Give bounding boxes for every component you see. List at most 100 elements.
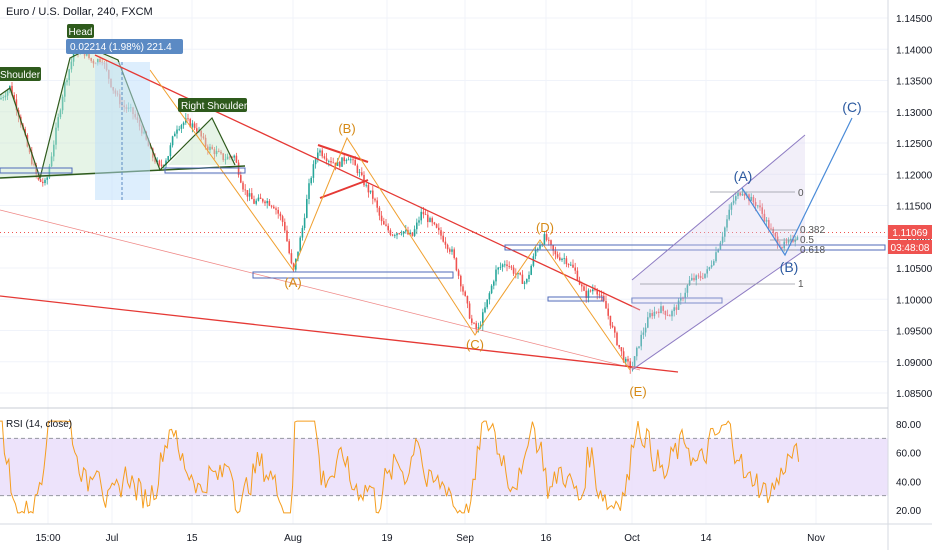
candle-body <box>521 274 524 284</box>
candle-body <box>770 228 772 230</box>
candle-body <box>226 156 229 160</box>
candle-body <box>411 232 414 236</box>
candle-body <box>471 318 473 323</box>
candle-body <box>574 267 576 271</box>
candle-body <box>270 205 273 207</box>
candle-body <box>237 162 240 176</box>
candle-body <box>288 241 290 254</box>
candle-body <box>409 232 411 235</box>
candle-body <box>488 293 491 300</box>
candle-body <box>510 266 513 268</box>
rsi-tick-label: 20.00 <box>896 506 921 517</box>
candle-body <box>429 218 431 223</box>
candle-body <box>453 249 455 258</box>
candle-body <box>468 303 471 319</box>
channel-lower <box>631 249 806 371</box>
candle-body <box>317 152 319 160</box>
candle-body <box>86 52 88 56</box>
candle-body <box>55 127 57 145</box>
candle-body <box>277 209 279 214</box>
candle-body <box>264 201 266 204</box>
candle-body <box>273 206 275 209</box>
wave-label-B-orange: (B) <box>338 121 355 136</box>
candle-body <box>543 234 546 245</box>
candle-body <box>686 285 689 293</box>
candle-body <box>691 277 693 281</box>
candle-body <box>325 158 328 162</box>
candle-body <box>616 332 618 345</box>
candle-body <box>0 98 2 100</box>
candle-body <box>732 200 735 204</box>
rsi-title: RSI (14, close) <box>6 419 72 430</box>
support-box-5 <box>0 167 73 174</box>
candle-body <box>97 59 99 64</box>
price-tick-label: 1.09000 <box>896 358 932 369</box>
right-shoulder-label: Right Shoulder <box>181 101 248 112</box>
candle-body <box>721 236 724 243</box>
candle-body <box>336 161 339 166</box>
elliott-path <box>149 69 631 371</box>
candle-body <box>611 325 614 328</box>
fib-level-1: 1 <box>798 279 804 290</box>
candle-body <box>517 272 519 275</box>
candle-body <box>262 198 264 202</box>
time-tick-label: 14 <box>700 533 712 544</box>
candle-body <box>620 347 623 352</box>
candle-body <box>440 230 442 236</box>
time-tick-label: Jul <box>106 533 119 544</box>
candle-body <box>548 239 550 241</box>
candle-body <box>59 110 62 118</box>
candle-body <box>629 361 631 369</box>
candle-body <box>671 311 673 317</box>
candle-body <box>57 117 59 128</box>
candle-body <box>11 85 13 95</box>
candle-body <box>589 290 592 292</box>
candle-body <box>552 244 554 251</box>
candle-body <box>530 265 532 275</box>
candle-body <box>224 159 227 161</box>
candle-body <box>424 214 427 216</box>
candle-body <box>44 179 46 184</box>
candle-body <box>352 159 354 161</box>
candle-body <box>457 270 460 276</box>
candle-body <box>306 198 308 218</box>
candle-body <box>321 150 323 157</box>
candle-body <box>207 146 209 151</box>
candle-body <box>202 136 205 138</box>
rsi-tick-label: 60.00 <box>896 449 921 460</box>
right-shoulder-badge <box>178 98 247 112</box>
candle-body <box>356 165 359 173</box>
candle-body <box>477 327 480 329</box>
candle-body <box>757 205 759 207</box>
candle-body <box>504 264 506 266</box>
candle-body <box>693 277 695 281</box>
candle-body <box>323 156 326 159</box>
candle-body <box>684 292 686 299</box>
wave-label-C-orange: (C) <box>466 337 484 352</box>
wave-b-bottom-line <box>319 179 369 199</box>
price-tick-label: 1.14000 <box>896 45 932 56</box>
candle-body <box>220 151 222 154</box>
candle-body <box>90 58 92 61</box>
candle-body <box>233 155 235 158</box>
candle-body <box>176 129 178 134</box>
candle-body <box>638 346 640 348</box>
candle-body <box>242 182 244 190</box>
left-shoulder-shade <box>0 88 40 178</box>
channel-upper <box>631 134 806 281</box>
candle-body <box>774 232 777 237</box>
time-tick-label: Aug <box>284 533 302 544</box>
candle-body <box>768 220 770 229</box>
measure-badge <box>66 39 183 54</box>
candle-body <box>251 193 253 200</box>
candle-body <box>719 242 722 250</box>
candle-body <box>512 267 515 274</box>
wave-label-E-orange: (E) <box>629 384 646 399</box>
candle-body <box>506 264 508 267</box>
candle-body <box>158 160 161 165</box>
candle-body <box>253 199 255 204</box>
candle-body <box>596 289 598 295</box>
candle-body <box>13 94 15 100</box>
